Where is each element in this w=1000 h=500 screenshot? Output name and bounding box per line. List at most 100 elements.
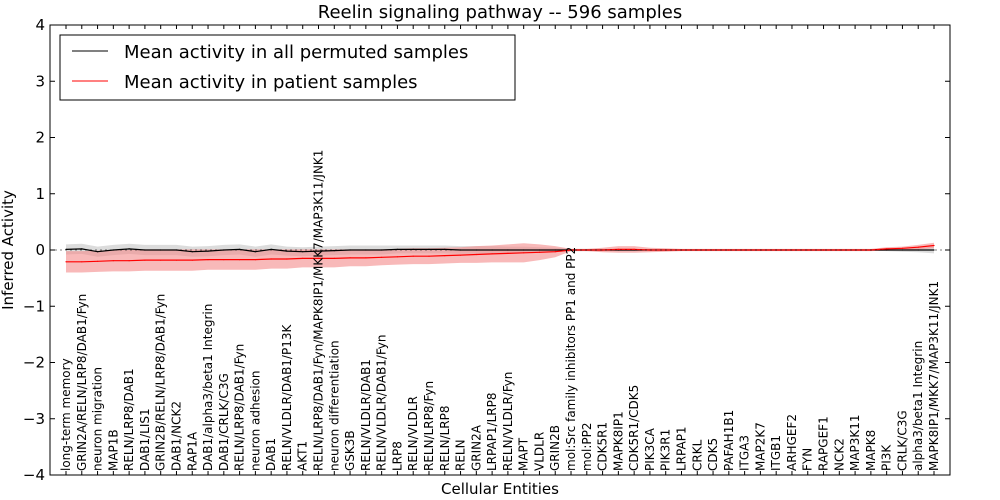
point-series-1-48 <box>822 249 825 251</box>
x-tick-label: ARHGEF2 <box>785 414 799 471</box>
x-tick-label: LRPAP1/LRP8 <box>485 392 499 471</box>
x-tick-label: RAPGEF1 <box>817 416 831 471</box>
y-tick-label: −4 <box>23 466 45 484</box>
x-tick-label: DAB1/alpha3/beta1 Integrin <box>201 304 215 471</box>
x-tick-label: PIK3CA <box>643 427 657 471</box>
point-series-1-19 <box>365 257 367 259</box>
x-tick-label: GRIN2A <box>469 424 483 471</box>
point-series-1-17 <box>333 257 335 259</box>
x-tick-label: RELN/VLDLR/DAB1/P13K <box>280 324 294 471</box>
point-series-0-54 <box>917 249 919 251</box>
point-series-1-30 <box>538 251 541 253</box>
point-series-1-31 <box>554 251 556 253</box>
point-series-1-15 <box>302 257 304 259</box>
x-tick-label: RELN/LRP8 <box>438 405 452 471</box>
plot-frame <box>49 24 951 476</box>
point-series-1-42 <box>728 249 730 251</box>
point-series-1-55 <box>933 244 935 247</box>
point-series-0-24 <box>444 248 446 250</box>
point-series-1-14 <box>286 258 288 260</box>
legend-label-permuted: Mean activity in all permuted samples <box>124 42 468 63</box>
y-tick-label: 3 <box>35 72 45 90</box>
x-tick-label: VLDLR <box>533 432 547 471</box>
point-series-1-4 <box>128 260 130 262</box>
x-tick-label: MAP2K7 <box>753 422 767 471</box>
x-tick-label: DAB1 <box>264 438 278 471</box>
point-series-1-6 <box>160 259 162 261</box>
legend-box <box>59 34 516 101</box>
x-tick-label: FYN <box>801 448 815 471</box>
x-tick-label: mol:Src family inhibitors PP1 and PP2 <box>564 247 578 471</box>
point-series-1-22 <box>412 255 414 257</box>
x-tick-label: GRIN2B/RELN/LRP8/DAB1/Fyn <box>154 294 168 471</box>
point-series-1-20 <box>381 256 383 258</box>
legend: Mean activity in all permuted samples Me… <box>59 34 516 101</box>
point-series-1-5 <box>144 259 146 261</box>
confidence-bands <box>66 242 934 273</box>
point-series-0-14 <box>286 250 288 252</box>
x-tick-label: PIK3R1 <box>659 429 673 471</box>
y-axis-label: Inferred Activity <box>0 190 17 310</box>
line-series-1 <box>66 244 935 263</box>
point-series-1-16 <box>317 257 320 259</box>
point-series-0-4 <box>128 248 130 250</box>
x-tick-label: PI3K <box>880 444 894 471</box>
point-series-1-18 <box>349 257 351 259</box>
x-tick-label: DAB1/NCK2 <box>170 401 184 471</box>
point-series-1-2 <box>97 260 99 262</box>
point-series-0-16 <box>317 250 320 252</box>
series-lines <box>50 244 950 263</box>
point-series-1-47 <box>807 249 809 251</box>
point-series-0-11 <box>239 248 241 250</box>
x-tick-label: RELN/LRP8/DAB1/Fyn <box>233 344 247 471</box>
x-tick-label: RELN/VLDLR/DAB1/Fyn <box>375 335 389 471</box>
point-series-0-9 <box>207 250 209 252</box>
point-series-1-41 <box>712 249 714 251</box>
point-series-0-12 <box>254 251 256 253</box>
y-axis-ticks: −4 −3 −2 −1 0 1 2 3 4 <box>23 16 950 484</box>
point-series-0-1 <box>81 248 83 250</box>
point-series-1-54 <box>917 246 919 248</box>
y-tick-label: 1 <box>35 185 45 203</box>
point-series-0-2 <box>97 251 99 253</box>
point-series-1-9 <box>207 259 209 261</box>
x-tick-label: CDK5R1/CDK5 <box>627 385 641 471</box>
x-tick-label: ITGB1 <box>769 435 783 471</box>
point-series-1-1 <box>81 261 83 263</box>
y-tick-label: 2 <box>35 129 45 147</box>
x-tick-label: RELN/VLDLR/Fyn <box>501 372 515 471</box>
x-tick-label: mol:PP2 <box>580 422 594 471</box>
point-series-1-43 <box>744 249 746 251</box>
point-series-1-3 <box>112 260 114 262</box>
x-tick-label: RELN/LRP8/DAB1 <box>122 368 136 471</box>
x-axis-ticks: long-term memory GRIN2A/RELN/LRP8/DAB1/Fy… <box>59 25 941 475</box>
x-tick-label: MAPK8IP1/MKK7/MAP3K11/JNK1 <box>927 281 941 471</box>
point-series-1-13 <box>270 258 272 260</box>
point-series-0-30 <box>538 249 541 251</box>
x-tick-label: MAP3K11 <box>848 414 862 471</box>
point-series-0-0 <box>65 248 67 250</box>
y-tick-label: −2 <box>23 354 45 372</box>
point-series-1-28 <box>507 252 509 254</box>
x-tick-label: ITGA3 <box>738 435 752 471</box>
x-tick-label: MAPK8 <box>864 430 878 471</box>
point-series-1-24 <box>444 255 446 257</box>
point-series-1-35 <box>617 248 620 250</box>
x-tick-label: MAPT <box>517 437 531 471</box>
point-series-0-8 <box>191 251 193 253</box>
point-series-1-8 <box>191 259 193 261</box>
x-tick-label: DAB1/CRLK/C3G <box>217 373 231 471</box>
y-tick-label: −1 <box>23 297 45 315</box>
x-tick-label: GRIN2A/RELN/LRP8/DAB1/Fyn <box>75 294 89 471</box>
point-series-1-12 <box>254 259 256 261</box>
x-tick-label: neuron adhesion <box>248 370 262 471</box>
x-tick-label: CDK5R1 <box>596 422 610 471</box>
x-tick-label: DAB1/LIS1 <box>138 408 152 471</box>
x-tick-label: RELN <box>454 439 468 471</box>
point-series-1-27 <box>491 253 493 255</box>
point-series-0-10 <box>223 249 225 251</box>
point-series-1-25 <box>459 254 462 256</box>
x-tick-label: MAPK8IP1 <box>611 411 625 471</box>
chart-title: Reelin signaling pathway -- 596 samples <box>318 2 682 23</box>
